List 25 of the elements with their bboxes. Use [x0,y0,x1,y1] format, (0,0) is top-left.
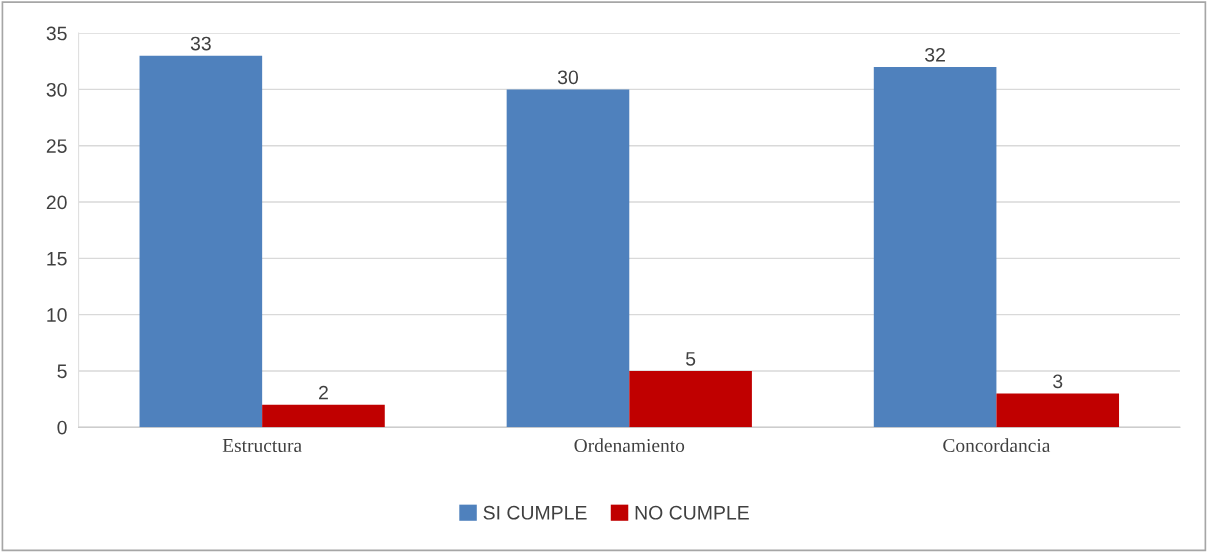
data-label: 33 [190,36,211,51]
y-tick-label: 35 [46,26,67,41]
legend-label: NO CUMPLE [635,505,749,520]
bar [139,55,263,428]
bar [262,404,385,428]
data-label: 2 [319,385,328,400]
y-tick-label: 5 [57,364,67,379]
y-tick-label: 10 [47,308,67,322]
bar [629,370,752,428]
y-tick-label: 0 [57,420,67,435]
data-label: 32 [925,47,945,62]
y-tick-label: 30 [46,82,67,97]
x-tick-label: Concordancia [943,438,1051,453]
x-tick-label: Ordenamiento [574,438,685,453]
bar [996,393,1120,428]
data-label: 30 [557,70,579,85]
y-tick-label: 20 [46,195,67,210]
legend-label: SI CUMPLE [483,505,587,520]
y-tick-label: 25 [46,139,67,153]
y-tick-label: 15 [47,252,67,266]
x-tick-label: Estructura [222,439,302,453]
bar [873,66,997,428]
bar [506,89,630,428]
data-label: 3 [1053,374,1063,389]
data-label: 5 [685,352,696,366]
